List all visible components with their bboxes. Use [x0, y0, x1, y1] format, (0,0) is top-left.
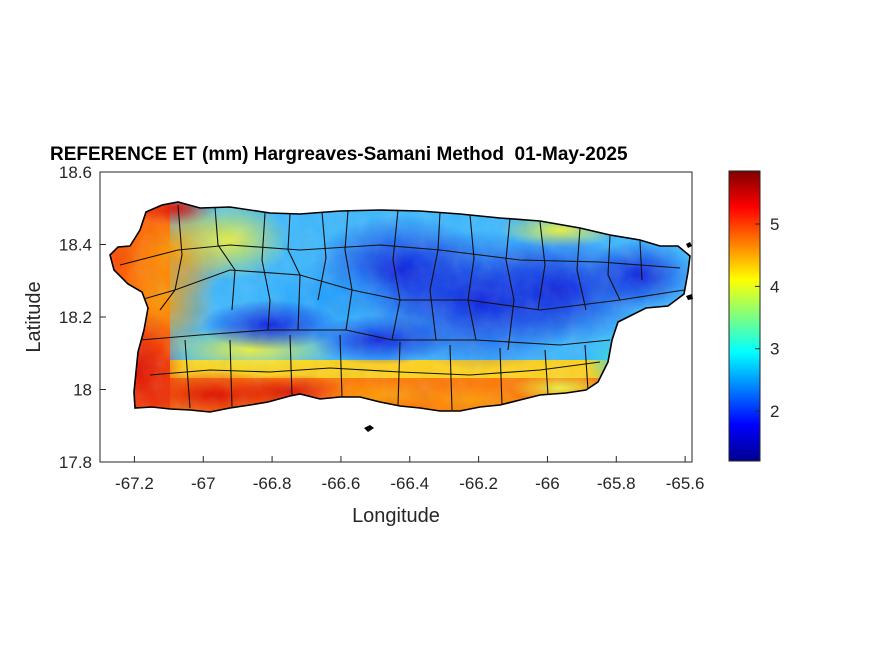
x-tick-label: -67.2 — [115, 474, 154, 493]
chart-title: REFERENCE ET (mm) Hargreaves-Samani Meth… — [50, 144, 628, 165]
y-tick-labels: 18.6 18.4 18.2 18 17.8 — [59, 163, 92, 472]
x-axis-label: Longitude — [352, 505, 440, 527]
islet — [364, 425, 374, 432]
colorbar-tick-label: 4 — [770, 277, 779, 296]
y-axis-label: Latitude — [23, 281, 45, 352]
x-tick-label: -65.6 — [666, 474, 705, 493]
y-ticks — [100, 171, 106, 463]
x-tick-label: -66.8 — [253, 474, 292, 493]
y-tick-label: 18.6 — [59, 163, 92, 182]
y-tick-label: 18 — [73, 381, 92, 400]
islet — [686, 242, 692, 248]
colorbar — [728, 170, 761, 462]
x-tick-label: -67 — [191, 474, 216, 493]
colorbar-tick-label: 3 — [770, 340, 779, 359]
colorbar-ticks: 5 4 3 2 — [755, 215, 779, 421]
x-tick-label: -66.6 — [322, 474, 361, 493]
y-tick-label: 18.2 — [59, 308, 92, 327]
x-tick-labels: -67.2 -67 -66.8 -66.6 -66.4 -66.2 -66 -65.8 -65.… — [115, 474, 704, 493]
x-tick-label: -66.2 — [459, 474, 498, 493]
colorbar-tick-label: 5 — [770, 215, 779, 234]
x-tick-label: -65.8 — [597, 474, 636, 493]
x-tick-label: -66 — [535, 474, 560, 493]
islet — [686, 294, 693, 300]
y-tick-label: 17.8 — [59, 453, 92, 472]
y-tick-label: 18.4 — [59, 236, 92, 255]
municipal-boundaries — [119, 204, 685, 411]
colorbar-tick-label: 2 — [770, 402, 779, 421]
x-ticks — [133, 456, 686, 462]
x-tick-label: -66.4 — [390, 474, 429, 493]
